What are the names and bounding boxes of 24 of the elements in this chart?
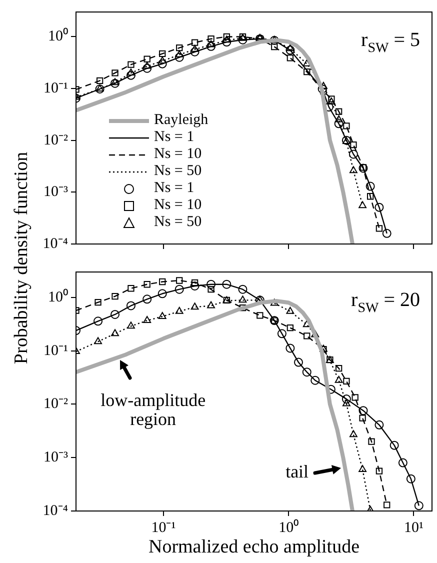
- annotation: tail: [286, 462, 309, 482]
- x-tick-label: 10⁰: [278, 518, 299, 536]
- x-tick-label: 10⁻¹: [151, 520, 176, 536]
- y-axis-title: Probability density function: [11, 152, 33, 364]
- y-tick-label: 10⁻²: [44, 132, 68, 148]
- legend-label: Ns = 1: [154, 129, 194, 146]
- y-tick-label: 10⁻¹: [44, 80, 68, 96]
- y-tick-label: 10⁻³: [44, 450, 68, 466]
- y-tick-label: 10⁻⁴: [42, 236, 68, 252]
- y-tick-label: 10⁻⁴: [42, 502, 68, 519]
- legend-label: Ns = 50: [154, 163, 202, 180]
- y-tick-label: 10⁻³: [44, 184, 68, 200]
- legend-label: Rayleigh: [154, 112, 208, 129]
- x-tick-label: 10¹: [404, 520, 424, 536]
- annotation: low-amplitude region: [100, 390, 206, 429]
- y-tick-label: 10⁰: [48, 288, 68, 306]
- y-tick-label: 10⁻²: [44, 396, 68, 412]
- legend-label: Ns = 10: [154, 146, 202, 163]
- x-axis-title: Normalized echo amplitude: [148, 536, 360, 558]
- legend-label: Ns = 50: [154, 214, 202, 231]
- y-tick-label: 10⁰: [48, 28, 68, 45]
- legend-label: Ns = 1: [154, 180, 194, 197]
- y-tick-label: 10⁻¹: [44, 342, 68, 359]
- legend-label: Ns = 10: [154, 197, 202, 214]
